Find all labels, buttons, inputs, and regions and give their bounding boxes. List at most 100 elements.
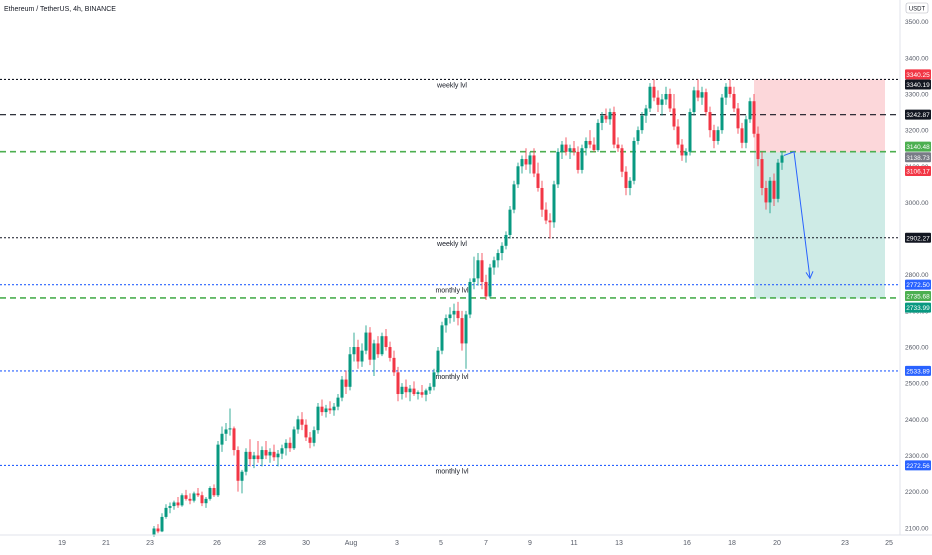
price-tags[interactable]: 3340.25 3340.19 3242.87 3140.48 3138.73 3106.… [905,69,931,471]
candle[interactable] [304,419,308,442]
candle[interactable] [540,180,544,217]
candle[interactable] [644,104,648,123]
price-tag[interactable]: 3138.73 [905,152,931,163]
candle[interactable] [448,307,452,324]
price-tag[interactable]: 3140.48 [905,141,931,152]
candle[interactable] [764,180,768,210]
price-tag[interactable]: 2772.50 [905,279,931,290]
candle[interactable] [636,126,640,145]
candle[interactable] [436,347,440,376]
candle[interactable] [544,202,548,225]
candle[interactable] [684,148,688,163]
candle[interactable] [364,325,368,355]
candle[interactable] [320,399,324,416]
candle[interactable] [500,242,504,261]
candle[interactable] [420,384,424,398]
candle[interactable] [272,444,276,461]
candle[interactable] [348,347,352,391]
candle[interactable] [464,310,468,369]
candle[interactable] [224,422,228,442]
candle[interactable] [532,148,536,178]
candle[interactable] [252,451,256,469]
candle[interactable] [360,343,364,367]
candle[interactable] [384,328,388,351]
candle[interactable] [220,426,224,452]
price-tag[interactable]: 2733.99 [905,302,931,313]
candle[interactable] [608,108,612,125]
candle[interactable] [236,446,240,492]
candle[interactable] [456,301,460,326]
candle[interactable] [592,137,596,152]
projection-arrowhead[interactable] [805,271,814,280]
candle[interactable] [352,332,356,362]
candle[interactable] [468,278,472,319]
candle[interactable] [508,206,512,239]
candle[interactable] [316,403,320,434]
candle[interactable] [504,231,508,250]
stop-loss-zone[interactable] [754,79,885,153]
candle[interactable] [676,119,680,149]
candle[interactable] [292,426,296,451]
candles[interactable] [152,79,784,537]
candle[interactable] [444,314,448,333]
candle[interactable] [260,446,264,467]
candle[interactable] [512,180,516,214]
candle[interactable] [344,370,348,395]
projection-arrow[interactable] [783,151,814,280]
candle[interactable] [160,513,164,533]
candle[interactable] [328,401,332,414]
candle[interactable] [380,332,384,357]
candle[interactable] [268,448,272,463]
candle[interactable] [732,86,736,113]
candle[interactable] [248,439,252,467]
price-tag[interactable]: 3340.25 [905,69,931,80]
candle[interactable] [308,431,312,449]
candle[interactable] [452,303,456,322]
currency-badge[interactable]: USDT [905,2,929,14]
candle[interactable] [216,441,220,498]
candle[interactable] [776,159,780,203]
candle[interactable] [600,112,604,131]
candle[interactable] [156,524,160,534]
candle[interactable] [392,350,396,376]
candle[interactable] [688,108,692,156]
candle[interactable] [768,177,772,214]
candle[interactable] [772,173,776,207]
candle[interactable] [588,130,592,149]
candle[interactable] [740,122,744,149]
candle[interactable] [552,180,556,228]
candle[interactable] [492,256,496,275]
candle[interactable] [472,256,476,290]
candle[interactable] [276,450,280,467]
candle[interactable] [536,162,540,192]
candle[interactable] [664,86,668,105]
candle[interactable] [488,263,492,299]
price-tag[interactable]: 3242.87 [905,109,931,120]
candle[interactable] [572,140,576,156]
candle[interactable] [704,88,708,116]
candle[interactable] [612,106,616,149]
candle[interactable] [672,93,676,131]
candle[interactable] [624,166,628,196]
candle[interactable] [528,151,532,174]
candle[interactable] [184,489,188,501]
candle[interactable] [416,390,420,400]
candle[interactable] [172,500,176,510]
candle[interactable] [356,339,360,369]
candle[interactable] [708,106,712,138]
candle[interactable] [232,426,236,456]
candle[interactable] [736,103,740,134]
candle[interactable] [336,394,340,411]
candle[interactable] [596,119,600,152]
price-tag[interactable]: 2735.68 [905,290,931,301]
candle[interactable] [164,504,168,519]
candle[interactable] [668,88,672,113]
price-tag[interactable]: 3340.19 [905,79,931,90]
candle[interactable] [396,366,400,402]
candle[interactable] [560,140,564,160]
candle[interactable] [376,336,380,358]
candle[interactable] [208,486,212,501]
candle[interactable] [752,93,756,138]
candle[interactable] [408,384,412,402]
